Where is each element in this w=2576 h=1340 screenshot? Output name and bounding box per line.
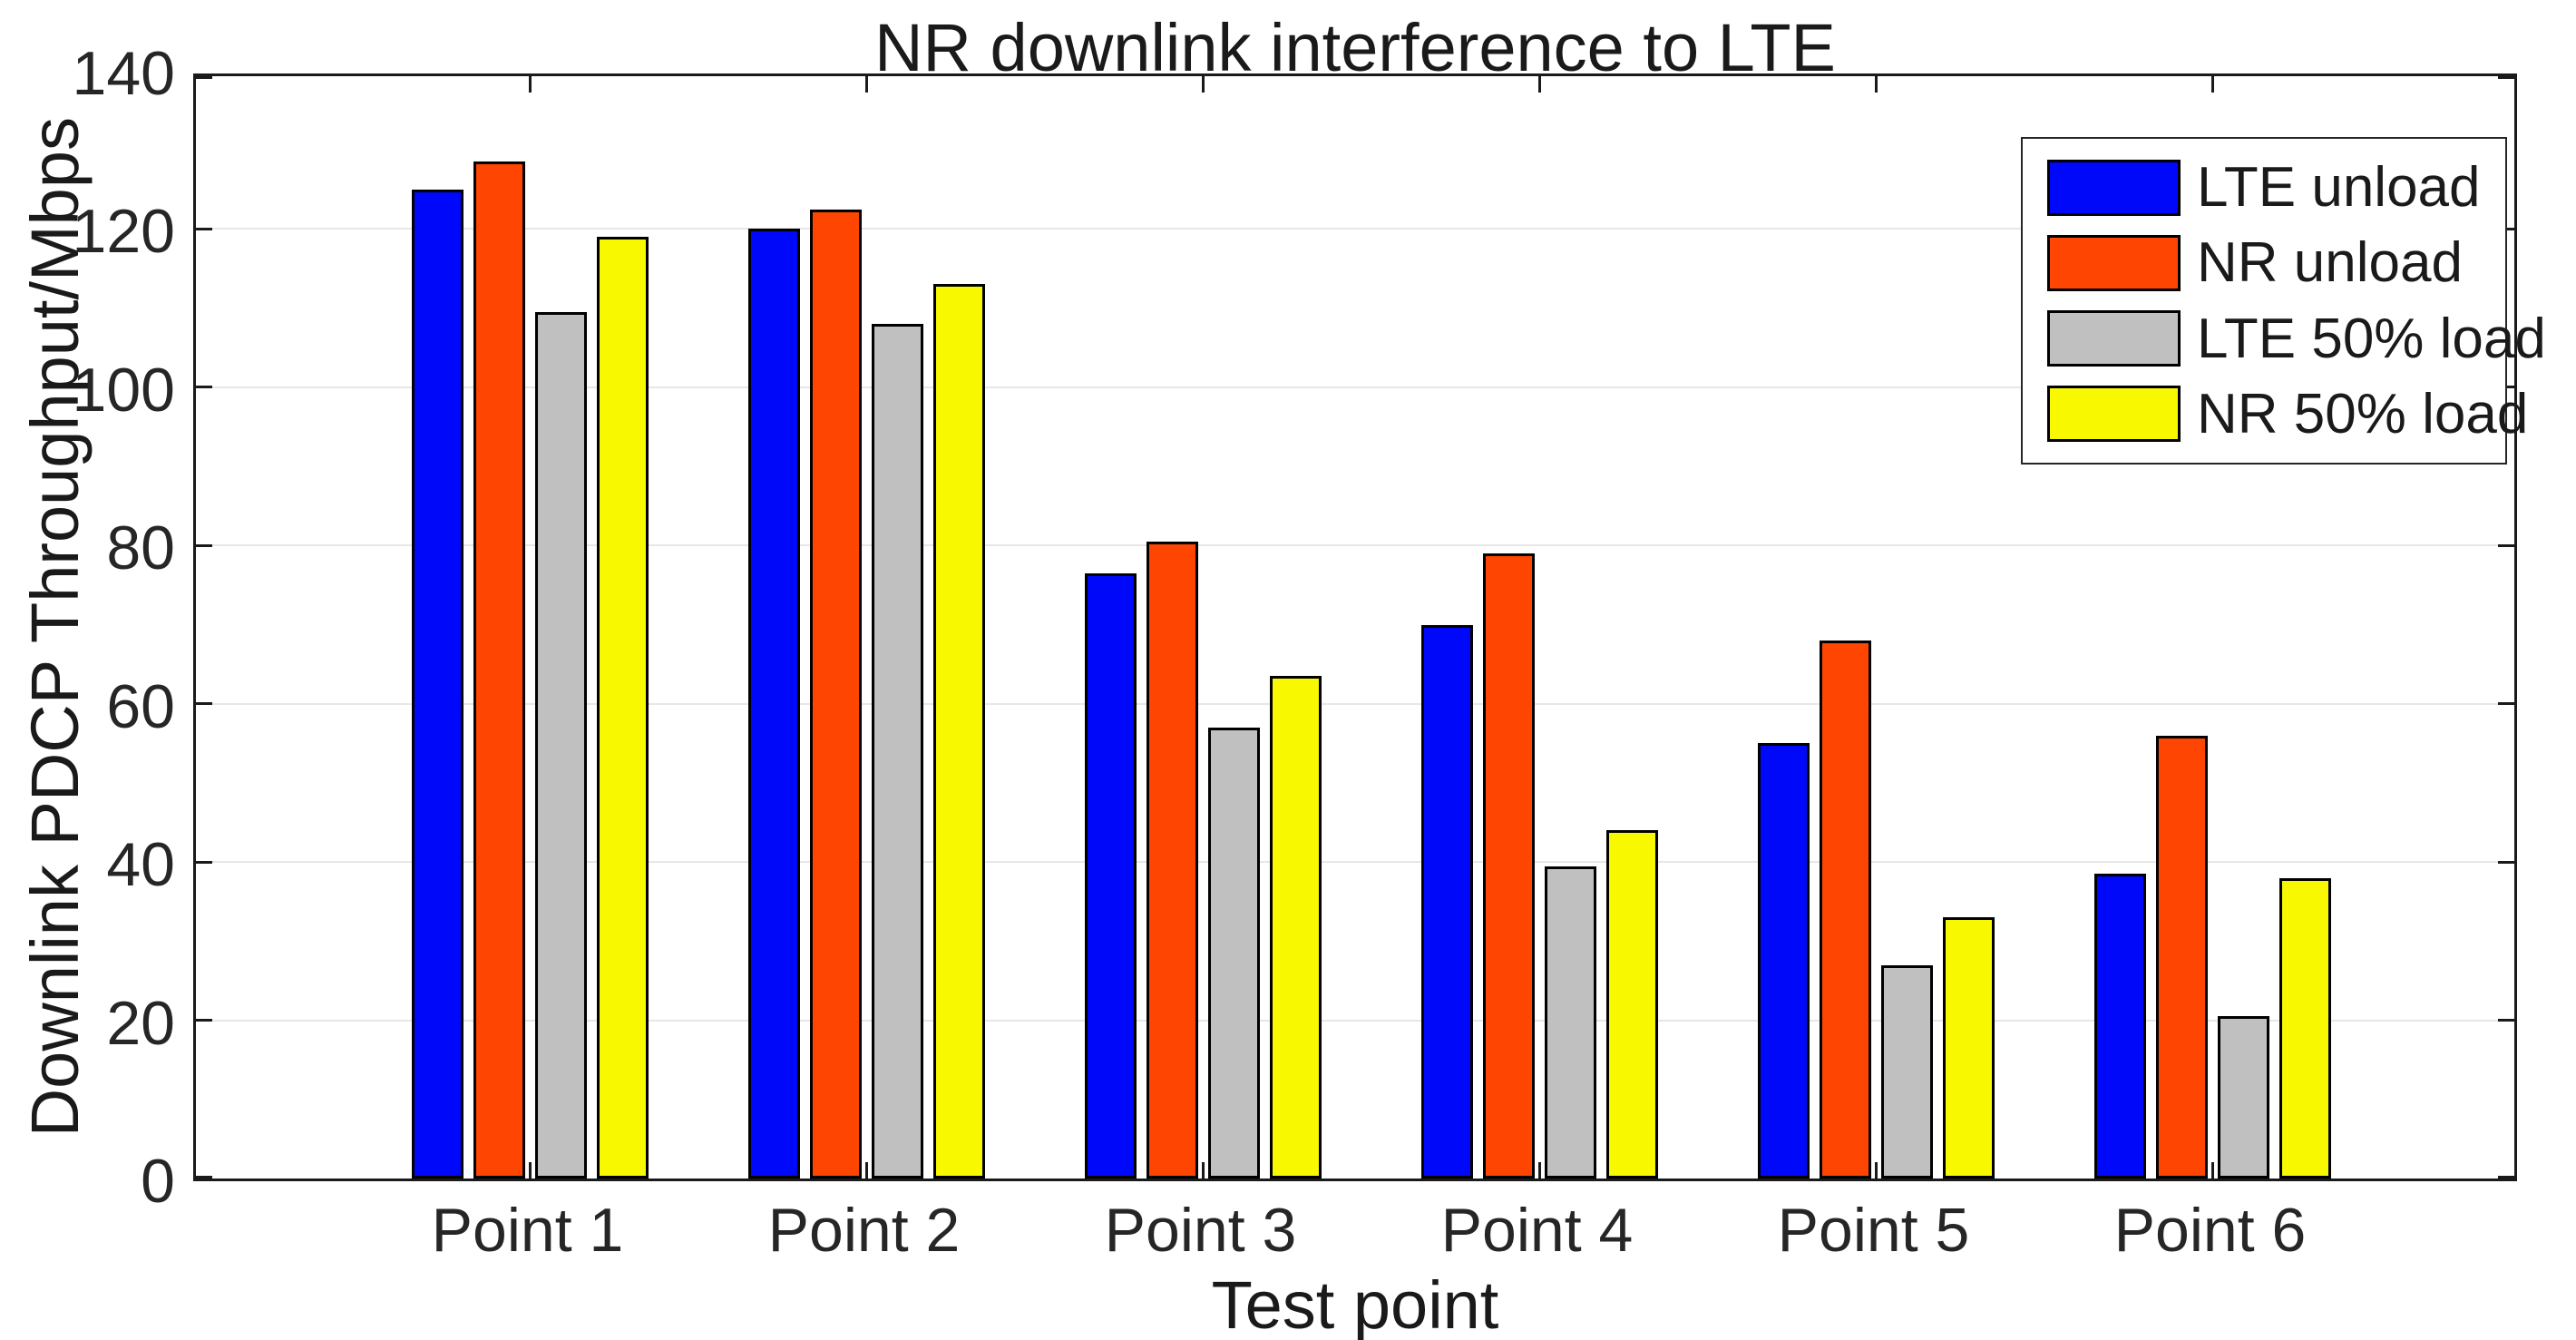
- x-tick-label: Point 1: [431, 1196, 624, 1265]
- bar: [1208, 727, 1260, 1179]
- legend-item: LTE 50% load: [2023, 307, 2546, 371]
- x-tick-label: Point 6: [2113, 1196, 2307, 1265]
- legend-label: LTE 50% load: [2197, 307, 2546, 370]
- bar-group-3: [1085, 76, 1322, 1179]
- x-tick-top: [1202, 76, 1205, 93]
- y-tick-label: 80: [106, 514, 175, 583]
- y-tick-label: 140: [72, 39, 175, 108]
- bar: [2218, 1016, 2269, 1179]
- y-tick-left: [196, 76, 212, 79]
- bar: [1545, 866, 1596, 1179]
- bar: [2279, 877, 2331, 1179]
- y-tick-left: [196, 543, 212, 547]
- y-tick-label: 40: [106, 830, 175, 900]
- x-tick-label: Point 4: [1440, 1196, 1634, 1265]
- x-axis-label: Test point: [1211, 1267, 1499, 1340]
- y-tick-right: [2498, 1019, 2514, 1022]
- plot-area: LTE unload NR unload LTE 50% load NR 50% lo…: [193, 73, 2546, 1181]
- y-tick-label: 20: [106, 988, 175, 1058]
- bar-group-6: [2094, 76, 2331, 1179]
- gridline: [196, 228, 2514, 230]
- gridline: [196, 386, 2514, 388]
- bar-group-4: [1421, 76, 1658, 1179]
- bar-group-1: [412, 76, 649, 1179]
- legend-swatch: [2047, 234, 2181, 291]
- legend-swatch: [2047, 310, 2181, 367]
- x-tick-top: [1538, 76, 1541, 93]
- legend: LTE unload NR unload LTE 50% load NR 50% lo…: [2021, 137, 2546, 465]
- bar: [810, 209, 862, 1179]
- x-tick-label: Point 3: [1104, 1196, 1297, 1265]
- gridline: [196, 1019, 2514, 1022]
- y-tick-label: 120: [72, 197, 175, 267]
- bar-group-2: [748, 76, 985, 1179]
- bar: [535, 312, 587, 1179]
- x-tick-top: [1875, 76, 1878, 93]
- y-tick-left: [196, 702, 212, 706]
- gridline: [196, 861, 2514, 864]
- bar: [1820, 640, 1871, 1179]
- y-tick-left: [196, 386, 212, 389]
- legend-swatch: [2047, 159, 2181, 216]
- bar: [1270, 676, 1322, 1179]
- y-tick-left: [196, 860, 212, 864]
- y-tick-label: 60: [106, 671, 175, 741]
- x-tick-bottom: [1538, 1162, 1541, 1179]
- chart-title: NR downlink interference to LTE: [874, 10, 1836, 85]
- legend-item: NR unload: [2023, 230, 2505, 295]
- legend-item: LTE unload: [2023, 155, 2505, 220]
- y-tick-right: [2498, 702, 2514, 706]
- y-tick-right: [2498, 543, 2514, 547]
- bar: [1421, 624, 1473, 1179]
- x-tick-top: [2211, 76, 2214, 93]
- y-tick-label: 100: [72, 355, 175, 425]
- bar: [933, 284, 985, 1179]
- gridline: [196, 544, 2514, 547]
- legend-item: NR 50% load: [2023, 382, 2528, 446]
- bar: [1085, 572, 1137, 1179]
- y-tick-right: [2498, 860, 2514, 864]
- y-tick-left: [196, 227, 212, 230]
- bar: [2156, 735, 2208, 1179]
- bar: [1881, 964, 1933, 1179]
- bar: [473, 161, 525, 1179]
- bar: [412, 189, 463, 1179]
- x-tick-top: [529, 76, 532, 93]
- x-tick-label: Point 2: [767, 1196, 961, 1265]
- bar: [748, 229, 800, 1179]
- x-tick-label: Point 5: [1777, 1196, 1970, 1265]
- y-tick-right: [2498, 76, 2514, 79]
- legend-swatch: [2047, 386, 2181, 443]
- x-tick-bottom: [529, 1162, 532, 1179]
- bar: [1943, 917, 1995, 1179]
- x-tick-bottom: [1875, 1162, 1878, 1179]
- bar: [597, 237, 649, 1179]
- legend-label: LTE unload: [2197, 156, 2481, 220]
- bar-group-5: [1758, 76, 1995, 1179]
- x-tick-top: [865, 76, 868, 93]
- bar: [1758, 743, 1810, 1179]
- bar: [1606, 830, 1658, 1179]
- bar: [1147, 541, 1198, 1179]
- x-tick-bottom: [865, 1162, 868, 1179]
- y-axis-label: Downlink PDCP Throughput/Mbps: [16, 117, 93, 1138]
- x-tick-bottom: [2211, 1162, 2214, 1179]
- y-tick-right: [2498, 1176, 2514, 1179]
- bar: [872, 324, 923, 1179]
- legend-label: NR 50% load: [2197, 382, 2529, 445]
- bar: [1483, 553, 1535, 1179]
- y-tick-label: 0: [141, 1147, 175, 1216]
- y-tick-left: [196, 1019, 212, 1022]
- legend-label: NR unload: [2197, 231, 2463, 295]
- x-tick-bottom: [1202, 1162, 1205, 1179]
- bar: [2094, 874, 2146, 1179]
- gridline: [196, 702, 2514, 705]
- y-tick-left: [196, 1176, 212, 1179]
